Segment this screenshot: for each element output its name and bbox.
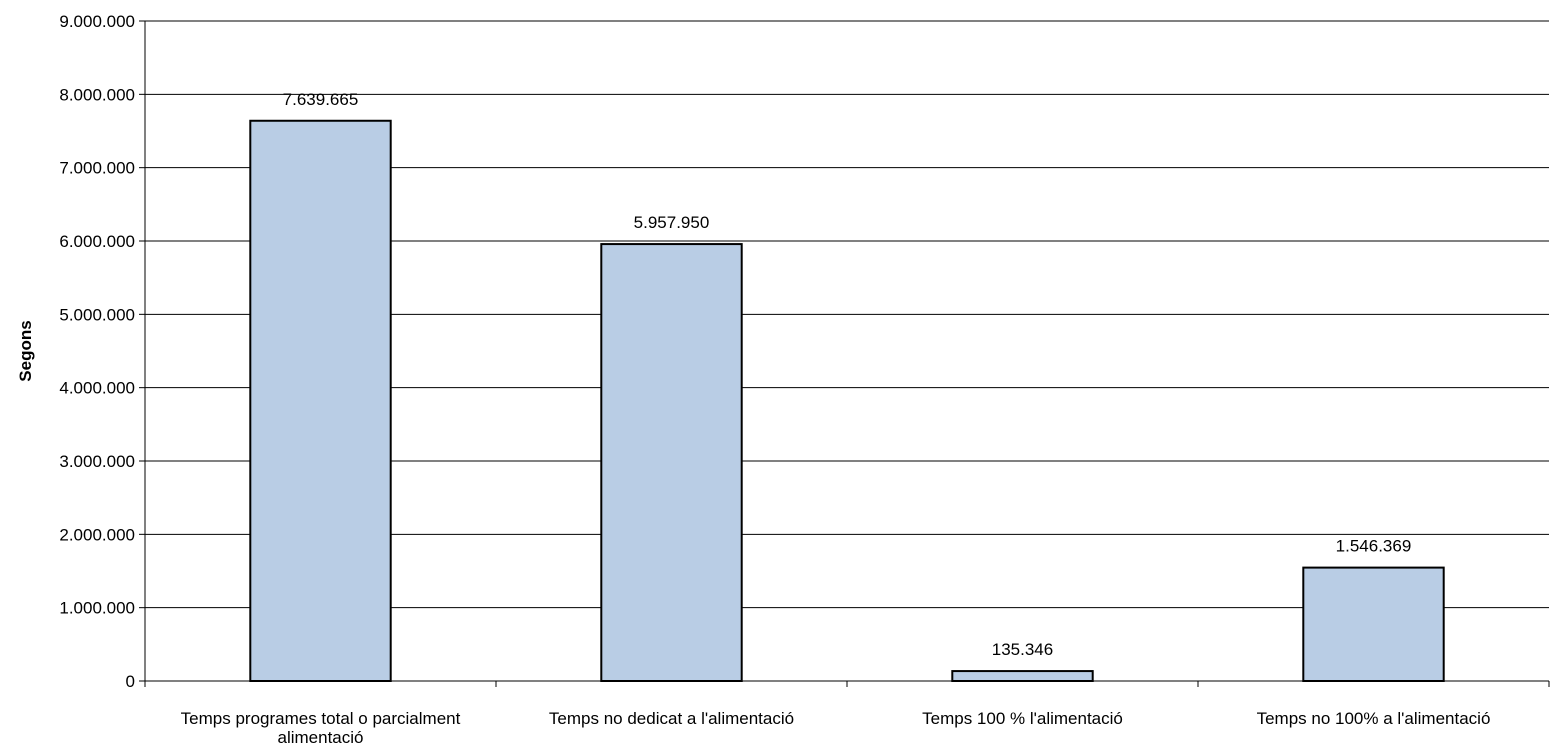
bar (600, 243, 743, 682)
y-tick-label: 1.000.000 (59, 599, 135, 618)
y-tick-label: 0 (126, 672, 135, 691)
y-tick-label: 7.000.000 (59, 159, 135, 178)
data-label: 5.957.950 (634, 213, 710, 232)
x-tick-label: Temps 100 % l'alimentació (922, 709, 1123, 728)
data-label: 1.546.369 (1336, 537, 1412, 556)
y-axis-title: Segons (16, 320, 35, 381)
y-tick-labels: 0 1.000.000 2.000.000 3.000.000 4.000.000 5.0… (59, 12, 135, 691)
y-tick-label: 4.000.000 (59, 379, 135, 398)
x-tick-label: Temps programes total o parcialment alime… (181, 709, 461, 747)
bar (1302, 566, 1445, 682)
y-tick-label: 5.000.000 (59, 305, 135, 324)
bar (249, 119, 392, 683)
x-tick-label: Temps no dedicat a l'alimentació (549, 709, 794, 728)
y-tick-label: 9.000.000 (59, 12, 135, 31)
x-tick-labels: Temps programes total o parcialment alime… (181, 709, 1491, 747)
y-tick-label: 6.000.000 (59, 232, 135, 251)
y-tick-label: 3.000.000 (59, 452, 135, 471)
data-label: 135.346 (992, 640, 1053, 659)
axes (139, 20, 1550, 687)
bar (951, 670, 1094, 683)
data-label: 7.639.665 (283, 90, 359, 109)
y-tick-label: 8.000.000 (59, 85, 135, 104)
bars (249, 119, 1445, 683)
x-tick-label: Temps no 100% a l'alimentació (1257, 709, 1491, 728)
data-labels: 7.639.665 5.957.950 135.346 1.546.369 (283, 90, 1412, 659)
y-tick-label: 2.000.000 (59, 525, 135, 544)
